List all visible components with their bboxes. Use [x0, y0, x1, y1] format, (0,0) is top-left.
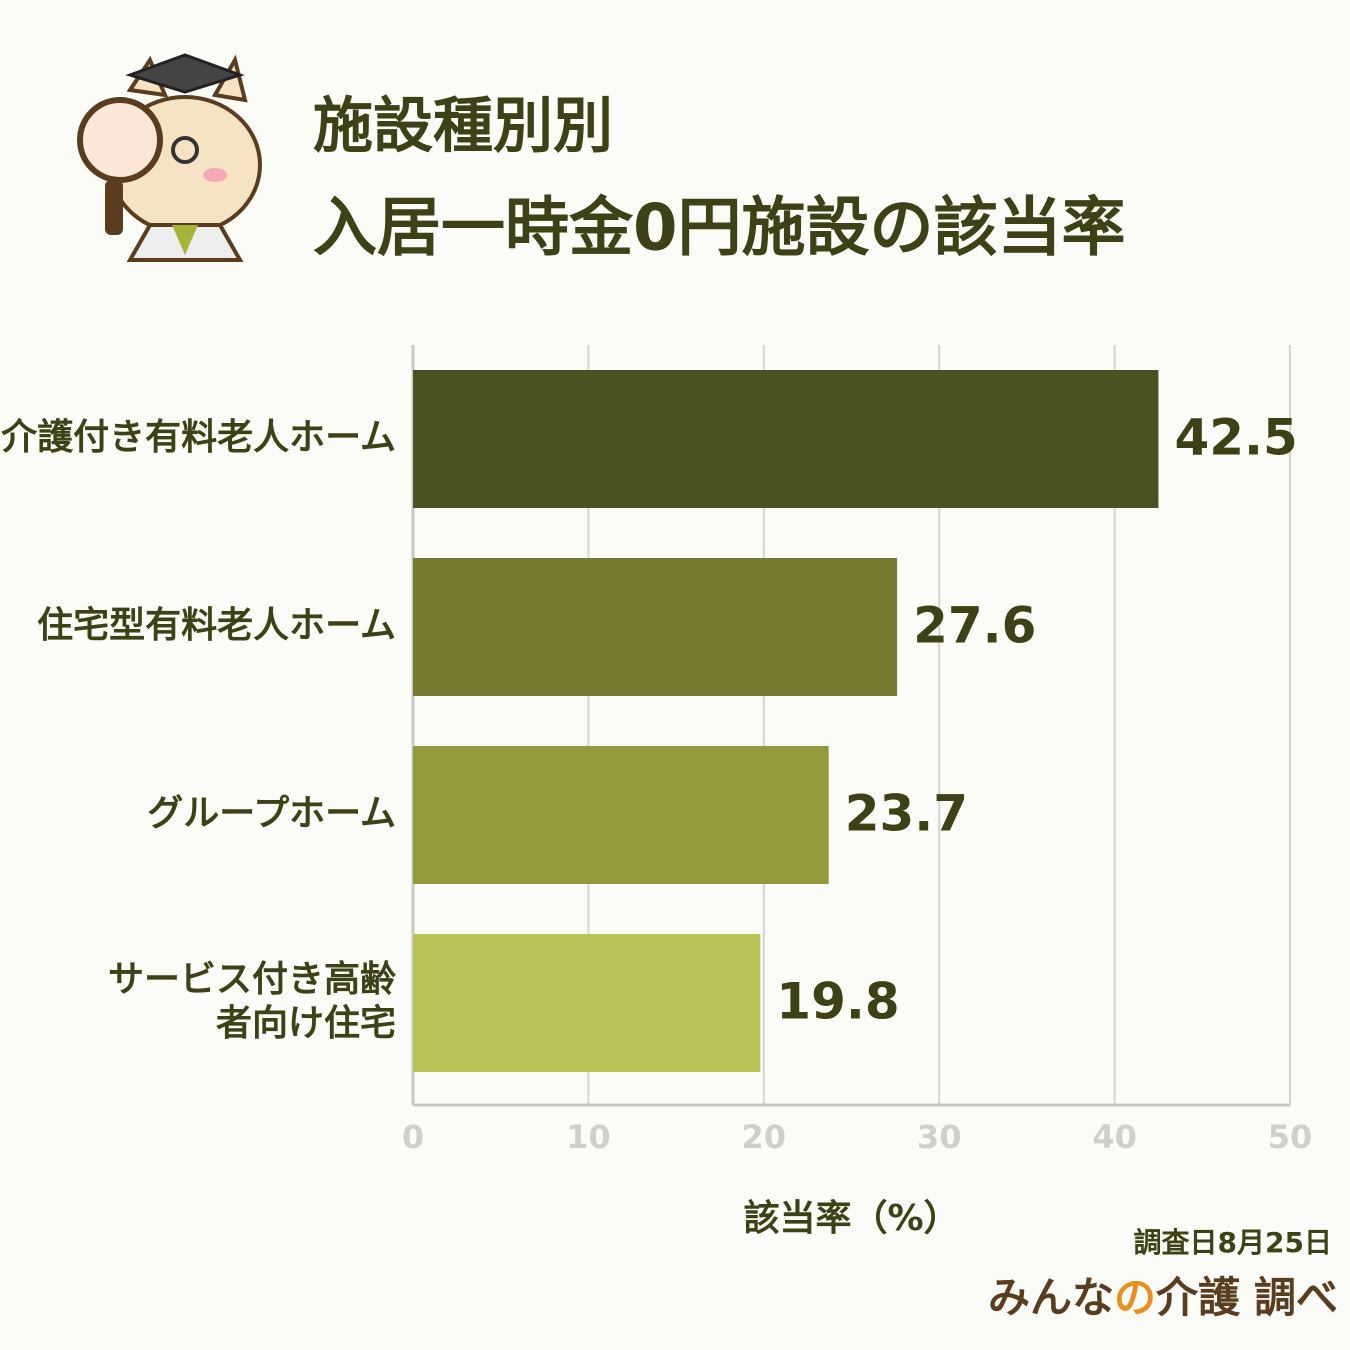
- value-label: 19.8: [776, 973, 899, 1031]
- x-tick-label: 40: [1092, 1118, 1137, 1156]
- y-tick-label: 住宅型有料老人ホーム: [37, 604, 396, 646]
- value-label: 27.6: [913, 597, 1036, 655]
- chart-title: 施設種別別: [313, 92, 613, 162]
- chart-title: 入居一時金0円施設の該当率: [313, 192, 1126, 266]
- y-tick-label: 介護付き有料老人ホーム: [1, 417, 396, 458]
- y-tick-label: サービス付き高齢: [108, 959, 396, 1000]
- note: 調査日8月25日: [1134, 1226, 1332, 1259]
- value-label: 23.7: [845, 785, 968, 843]
- source-part: みんな: [988, 1273, 1114, 1322]
- bar: [413, 746, 829, 884]
- y-tick-label: 者向け住宅: [216, 1002, 396, 1044]
- bar: [413, 934, 761, 1072]
- bar: [413, 370, 1159, 508]
- source: みんなの介護 調べ: [988, 1273, 1338, 1322]
- x-tick-label: 0: [402, 1118, 424, 1156]
- source-part: 介護: [1156, 1273, 1241, 1322]
- x-tick-label: 20: [742, 1118, 787, 1156]
- x-tick-label: 50: [1268, 1118, 1313, 1156]
- source-part: 調べ: [1254, 1273, 1338, 1322]
- x-axis-title: 該当率（%）: [743, 1198, 959, 1239]
- y-tick-label: グループホーム: [147, 793, 396, 834]
- x-tick-label: 30: [917, 1118, 962, 1156]
- x-tick-label: 10: [566, 1118, 611, 1156]
- bar: [413, 558, 898, 696]
- mascot: [77, 53, 262, 262]
- value-label: 42.5: [1174, 409, 1297, 467]
- source-part: の: [1114, 1273, 1156, 1322]
